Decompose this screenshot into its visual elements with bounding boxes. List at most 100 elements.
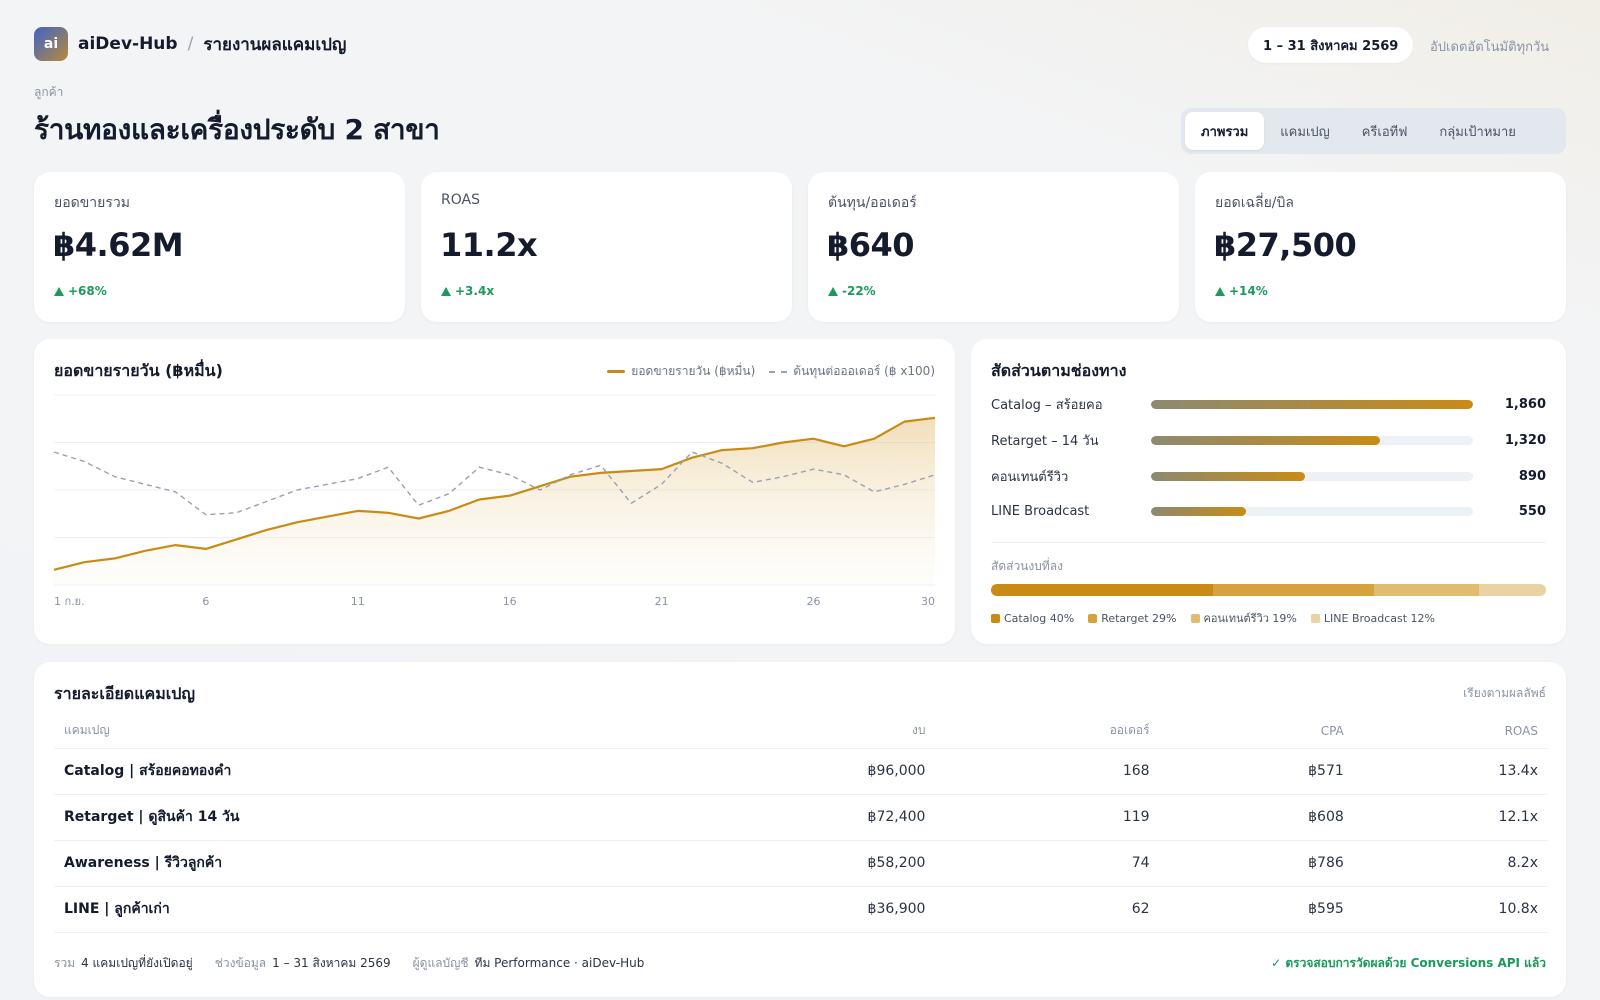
campaign-table: แคมเปญ งบ ออเดอร์ CPA ROAS Catalog | สร้… [54, 714, 1548, 933]
sales-area [54, 417, 935, 585]
trend-up-icon [441, 286, 451, 296]
footer-total-value: 4 แคมเปญที่ยังเปิดอยู่ [81, 956, 193, 970]
budget-legend-item: LINE Broadcast 12% [1310, 609, 1435, 627]
footer-owner-label: ผู้ดูแลบัญชี [412, 956, 469, 970]
kpi-delta: +14% [1215, 284, 1268, 298]
footer-owner-value: ทีม Performance · aiDev-Hub [474, 956, 645, 970]
cell-roas: 13.4x [1353, 748, 1548, 795]
table-row[interactable]: Awareness | รีวิวลูกค้า ฿58,200 74 ฿786 … [54, 840, 1548, 887]
channel-title: สัดส่วนตามช่องทาง [991, 361, 1127, 380]
channel-row[interactable]: Catalog – สร้อยคอ 1,860 [991, 394, 1546, 414]
sort-control[interactable]: เรียงตามผลลัพธ์ [1463, 686, 1546, 700]
cell-campaign: LINE | ลูกค้าเก่า [54, 886, 712, 933]
channel-bar-track [1151, 506, 1473, 516]
footer-range-value: 1 – 31 สิงหาคม 2569 [272, 956, 391, 970]
budget-segment-line[interactable] [1479, 584, 1546, 596]
legend-label-sales[interactable]: ยอดขายรายวัน (฿หมื่น) [631, 364, 756, 378]
x-tick-label: 16 [503, 595, 517, 608]
budget-legend-item: คอนเทนต์รีวิว 19% [1190, 609, 1297, 627]
kpi-label: ยอดเฉลี่ย/บิล [1215, 195, 1294, 211]
cell-budget: ฿72,400 [711, 794, 936, 841]
breadcrumb-current: รายงานผลแคมเปญ [203, 34, 347, 55]
budget-segment-retarget[interactable] [1213, 584, 1374, 596]
col-header-cpa[interactable]: CPA [1159, 714, 1354, 749]
tab-creatives[interactable]: ครีเอทีฟ [1361, 124, 1408, 140]
x-tick-label: 26 [806, 595, 820, 608]
app-logo[interactable]: ai [34, 27, 68, 61]
col-header-roas[interactable]: ROAS [1353, 714, 1548, 749]
brand-name[interactable]: aiDev-Hub [78, 34, 178, 54]
sales-line [53, 416, 936, 571]
x-tick-label: 30 [921, 595, 935, 608]
kpi-label: ROAS [441, 192, 480, 208]
kpi-card-roas: ROAS 11.2x +3.4x [421, 172, 792, 322]
legend-swatch [991, 613, 1000, 623]
table-row[interactable]: Retarget | ดูสินค้า 14 วัน ฿72,400 119 ฿… [54, 794, 1548, 841]
budget-segment-catalog[interactable] [991, 584, 1213, 596]
cell-orders: 74 [935, 840, 1160, 887]
view-tabs: ภาพรวม แคมเปญ ครีเอทีฟ กลุ่มเป้าหมาย [1181, 108, 1566, 154]
col-header-campaign[interactable]: แคมเปญ [54, 714, 712, 749]
kpi-value: ฿4.62M [53, 226, 184, 264]
channel-bar-track [1151, 399, 1473, 409]
trend-up-icon [54, 286, 64, 296]
cell-cpa: ฿786 [1159, 840, 1354, 887]
channel-row[interactable]: คอนเทนต์รีวิว 890 [991, 466, 1546, 486]
kpi-value: 11.2x [440, 226, 538, 264]
budget-segment-review[interactable] [1373, 584, 1480, 596]
cell-cpa: ฿571 [1159, 748, 1354, 795]
cell-budget: ฿96,000 [711, 748, 936, 795]
channel-value: 1,860 [1504, 396, 1546, 412]
legend-swatch [1088, 613, 1098, 623]
cost-line [53, 451, 936, 516]
channel-value: 1,320 [1504, 432, 1546, 448]
legend-dashed-swatch [769, 370, 788, 373]
budget-legend-item: Retarget 29% [1088, 609, 1177, 627]
table-row[interactable]: Catalog | สร้อยคอทองคำ ฿96,000 168 ฿571 … [54, 748, 1548, 795]
footer-range-label: ช่วงข้อมูล [214, 956, 267, 970]
channel-bar-track [1151, 435, 1473, 445]
table-footer: รวม 4 แคมเปญที่ยังเปิดอยู่ ช่วงข้อมูล 1 … [54, 954, 1546, 973]
cell-roas: 12.1x [1353, 794, 1548, 841]
client-label: ลูกค้า [34, 85, 64, 99]
tab-campaigns[interactable]: แคมเปญ [1280, 124, 1330, 140]
budget-legend: Catalog 40% Retarget 29% คอนเทนต์รีวิว 1… [991, 609, 1435, 627]
col-header-budget[interactable]: งบ [711, 714, 936, 749]
tab-audiences[interactable]: กลุ่มเป้าหมาย [1439, 124, 1516, 140]
channel-bar-fill [1151, 471, 1306, 481]
legend-label-cost[interactable]: ต้นทุนต่อออเดอร์ (฿ x100) [793, 364, 935, 378]
breadcrumb-separator: / [187, 34, 194, 54]
channel-row[interactable]: LINE Broadcast 550 [991, 501, 1546, 521]
date-range-picker[interactable]: 1 – 31 สิงหาคม 2569 [1248, 27, 1414, 63]
x-tick-label: 11 [351, 595, 365, 608]
cell-cpa: ฿608 [1159, 794, 1354, 841]
channel-name: Catalog – สร้อยคอ [991, 397, 1103, 413]
x-tick-label: 6 [202, 595, 209, 608]
channel-row[interactable]: Retarget – 14 วัน 1,320 [991, 430, 1546, 450]
table-row[interactable]: LINE | ลูกค้าเก่า ฿36,900 62 ฿595 10.8x [54, 886, 1548, 933]
budget-legend-item: Catalog 40% [991, 609, 1074, 627]
tab-overview[interactable]: ภาพรวม [1185, 112, 1265, 150]
kpi-delta: -22% [828, 284, 876, 298]
col-header-orders[interactable]: ออเดอร์ [935, 714, 1160, 749]
footer-total-label: รวม [54, 956, 76, 970]
kpi-card-total-sales: ยอดขายรวม ฿4.62M +68% [34, 172, 405, 322]
channel-breakdown-card: สัดส่วนตามช่องทาง Catalog – สร้อยคอ 1,86… [971, 339, 1566, 644]
cell-roas: 8.2x [1353, 840, 1548, 887]
channel-value: 890 [1518, 468, 1546, 484]
chart-legend: ยอดขายรายวัน (฿หมื่น) ต้นทุนต่อออเดอร์ (… [607, 362, 935, 381]
page-title: ร้านทองและเครื่องประดับ 2 สาขา [34, 113, 440, 146]
kpi-card-avg-bill: ยอดเฉลี่ย/บิล ฿27,500 +14% [1195, 172, 1566, 322]
cell-campaign: Catalog | สร้อยคอทองคำ [54, 748, 712, 795]
kpi-value: ฿640 [827, 226, 915, 264]
kpi-delta: +3.4x [441, 284, 494, 298]
kpi-label: ยอดขายรวม [54, 195, 130, 211]
legend-swatch [1310, 613, 1320, 623]
cell-campaign: Awareness | รีวิวลูกค้า [54, 840, 712, 887]
legend-swatch [1190, 613, 1200, 623]
cell-campaign: Retarget | ดูสินค้า 14 วัน [54, 794, 712, 841]
kpi-delta: +68% [54, 284, 107, 298]
cell-orders: 168 [935, 748, 1160, 795]
cell-roas: 10.8x [1353, 886, 1548, 933]
daily-sales-chart: 1 ก.ย. 6 11 16 21 26 30 [53, 394, 936, 608]
